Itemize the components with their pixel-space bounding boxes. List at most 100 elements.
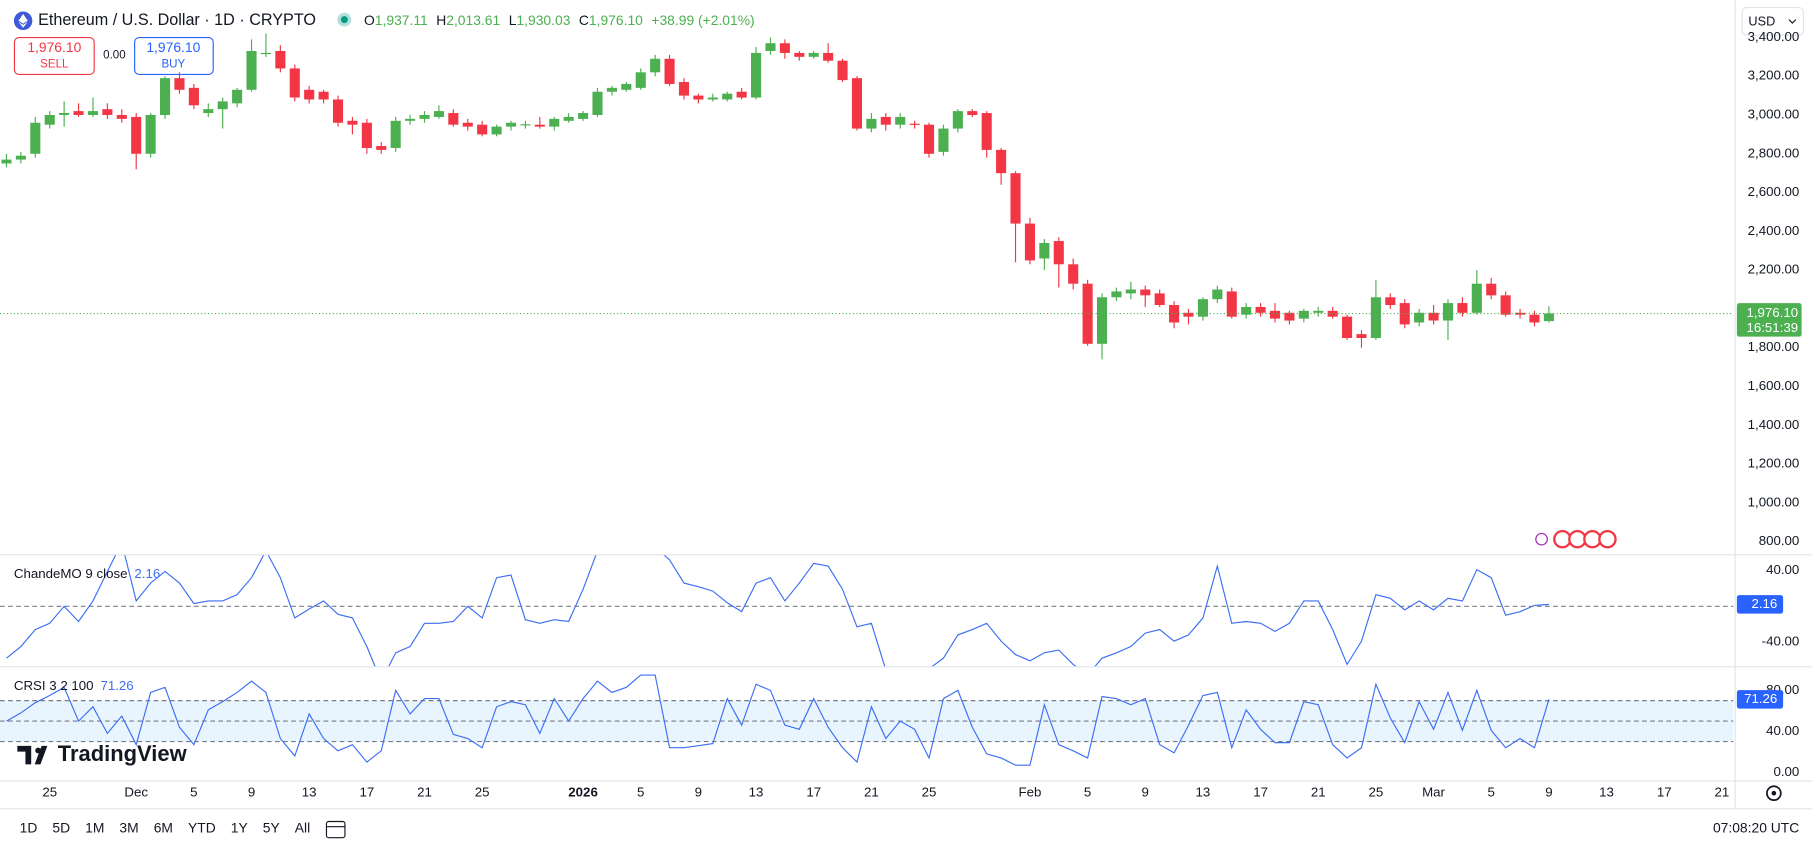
candle-body	[895, 116, 906, 125]
candle-body	[1255, 306, 1266, 313]
range-button[interactable]: 1M	[85, 820, 104, 836]
sell-price: 1,976.10	[27, 39, 81, 55]
logo-text: TradingView	[58, 741, 188, 766]
currency: USD	[1748, 14, 1775, 28]
x-tick-label: 9	[1545, 785, 1552, 800]
range-button[interactable]: All	[295, 820, 310, 836]
candle-body	[779, 43, 790, 53]
x-tick-label: 9	[248, 785, 255, 800]
candle-body	[1414, 312, 1425, 323]
candle-body	[520, 124, 531, 126]
ohlc-legend: O1,937.11 H2,013.61 L1,930.03 C1,976.10 …	[364, 11, 755, 27]
candle-body	[1096, 297, 1108, 344]
date-range-button[interactable]	[325, 820, 346, 839]
legend-value: 1,930.03	[516, 11, 570, 27]
range-button[interactable]: 6M	[154, 820, 173, 836]
candle-body	[1529, 314, 1540, 323]
settings-button[interactable]	[1766, 785, 1782, 801]
y-tick-label: 2,600.00	[1748, 184, 1800, 199]
candle-body	[1024, 223, 1035, 261]
candle-body	[981, 113, 992, 150]
legend-value: 1,976.10	[589, 11, 643, 27]
candle-body	[332, 99, 344, 123]
legend-label: O	[364, 11, 375, 27]
y-tick-label: 2,400.00	[1748, 223, 1800, 238]
price-countdown: 16:51:39	[1746, 320, 1798, 335]
candle-body	[1298, 310, 1309, 319]
candle-body	[44, 114, 55, 125]
candle-body	[505, 122, 517, 127]
market-status-dot	[340, 16, 348, 24]
x-tick-label: Dec	[124, 785, 148, 800]
candle-body	[1269, 310, 1281, 319]
sell-label: SELL	[40, 59, 69, 71]
x-tick-label: 13	[302, 785, 317, 800]
x-tick-label: 25	[42, 785, 57, 800]
plot-layer: 25 Dec 5 9 13 17 21 25 2026 5 9 13 17 21 25 Feb 5 9 13 17 21…	[0, 29, 1802, 800]
candle-body	[390, 120, 401, 148]
buy-price: 1,976.10	[146, 39, 200, 55]
candle-body	[1010, 173, 1021, 224]
candle-body	[1154, 293, 1165, 306]
candle-body	[289, 68, 300, 98]
y-tick-label: 3,000.00	[1748, 107, 1800, 122]
x-tick-label: 21	[1311, 785, 1326, 800]
buy-button[interactable]: 1,976.10 BUY	[134, 36, 214, 76]
range-button[interactable]: 3M	[119, 820, 138, 836]
candle-body	[664, 58, 675, 84]
range-button[interactable]: 1Y	[231, 820, 248, 836]
candle-body	[909, 123, 920, 125]
candle-body	[73, 111, 84, 115]
sell-button[interactable]: 1,976.10 SELL	[13, 36, 95, 76]
candle-body	[592, 91, 603, 115]
candle-body	[794, 52, 805, 57]
candle-body	[1370, 297, 1381, 338]
x-tick-label: 25	[1369, 785, 1384, 800]
pane	[0, 674, 1734, 766]
candle-body	[1241, 306, 1252, 315]
indicator-line	[6, 555, 1549, 667]
y-tick-label: 1,000.00	[1748, 494, 1800, 509]
candle-body	[837, 60, 848, 81]
candle-body	[1197, 299, 1208, 317]
x-tick-label: 17	[806, 785, 821, 800]
range-button[interactable]: 5D	[52, 820, 70, 836]
candle-body	[347, 120, 358, 125]
y-tick-label: 1,800.00	[1748, 339, 1800, 354]
candle-body	[1515, 312, 1526, 315]
range-button[interactable]: 5Y	[263, 820, 280, 836]
candle-body	[1169, 305, 1180, 323]
candle-body	[1125, 289, 1136, 294]
x-tick-label: 13	[749, 785, 764, 800]
candle-body	[621, 83, 632, 90]
candle-body	[491, 126, 502, 135]
candle-body	[217, 101, 228, 110]
candle-body	[678, 82, 690, 96]
candle-body	[765, 43, 776, 51]
x-tick-label: Mar	[1422, 785, 1445, 800]
candle-body	[477, 124, 488, 135]
candle-body	[462, 122, 473, 127]
x-tick-label: 25	[475, 785, 490, 800]
candle-body	[405, 118, 416, 121]
dropdown-box	[1741, 6, 1804, 36]
range-button[interactable]: 1D	[20, 820, 38, 836]
candle-body	[116, 114, 127, 119]
candle-body	[30, 122, 41, 154]
candle-body	[534, 124, 545, 127]
candle-body	[1500, 295, 1511, 315]
y-tick-label: 3,200.00	[1748, 68, 1800, 83]
candle-body	[578, 113, 589, 119]
candle-body	[188, 87, 199, 106]
x-tick-label: 13	[1599, 785, 1614, 800]
candle-body	[1428, 312, 1439, 321]
legend-value: 1,937.11	[375, 11, 428, 27]
candle-body	[1053, 241, 1064, 265]
candle-body	[952, 111, 963, 129]
x-tick-label: 17	[359, 785, 374, 800]
currency-dropdown[interactable]: USD	[1741, 6, 1804, 36]
candle-body	[823, 52, 834, 61]
range-button[interactable]: YTD	[188, 820, 216, 836]
value-badge-text: 2.16	[1751, 596, 1777, 611]
